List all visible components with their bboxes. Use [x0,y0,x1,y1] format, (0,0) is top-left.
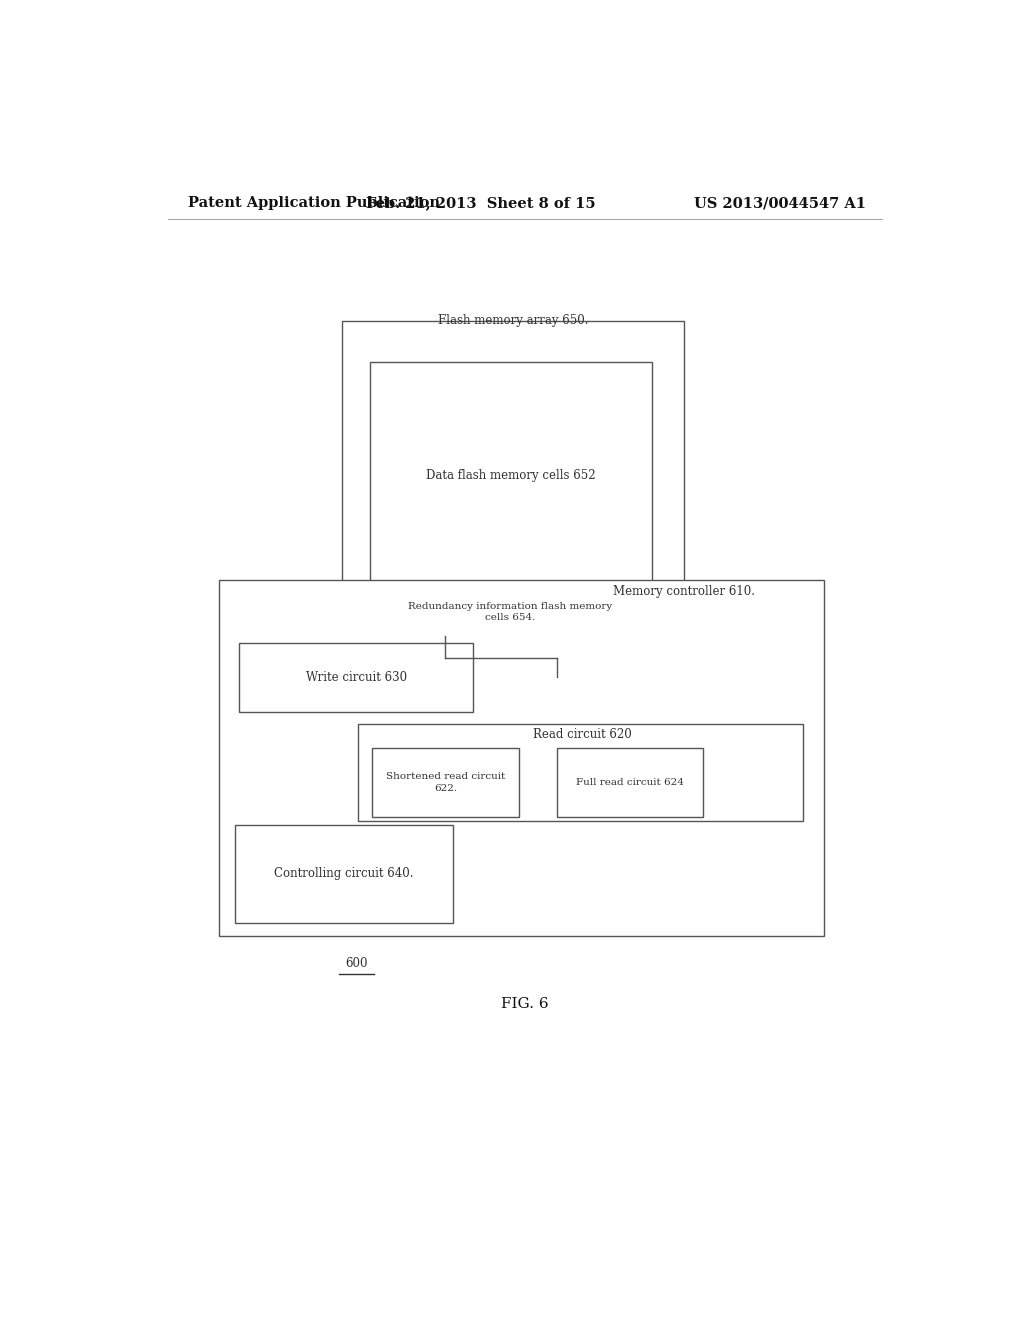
Bar [342,321,684,636]
Bar [219,581,824,936]
Text: Write circuit 630: Write circuit 630 [306,672,408,684]
Text: Read circuit 620: Read circuit 620 [532,727,632,741]
Text: Patent Application Publication: Patent Application Publication [187,197,439,210]
Text: Flash memory array 650.: Flash memory array 650. [437,314,588,327]
Text: US 2013/0044547 A1: US 2013/0044547 A1 [694,197,866,210]
Bar [373,748,519,817]
Text: Redundancy information flash memory
cells 654.: Redundancy information flash memory cell… [409,602,612,622]
Bar [236,825,454,923]
Text: Memory controller 610.: Memory controller 610. [612,585,755,598]
Text: Shortened read circuit
622.: Shortened read circuit 622. [386,772,505,792]
Bar [358,723,803,821]
Text: Feb. 21, 2013  Sheet 8 of 15: Feb. 21, 2013 Sheet 8 of 15 [367,197,596,210]
Text: Data flash memory cells 652: Data flash memory cells 652 [426,469,595,482]
Text: Controlling circuit 640.: Controlling circuit 640. [274,867,414,880]
Bar [557,748,703,817]
Text: FIG. 6: FIG. 6 [501,997,549,1011]
Bar [370,362,651,585]
Bar [240,643,473,713]
Text: Full read circuit 624: Full read circuit 624 [577,777,684,787]
Bar [370,583,651,636]
Text: 600: 600 [345,957,368,970]
